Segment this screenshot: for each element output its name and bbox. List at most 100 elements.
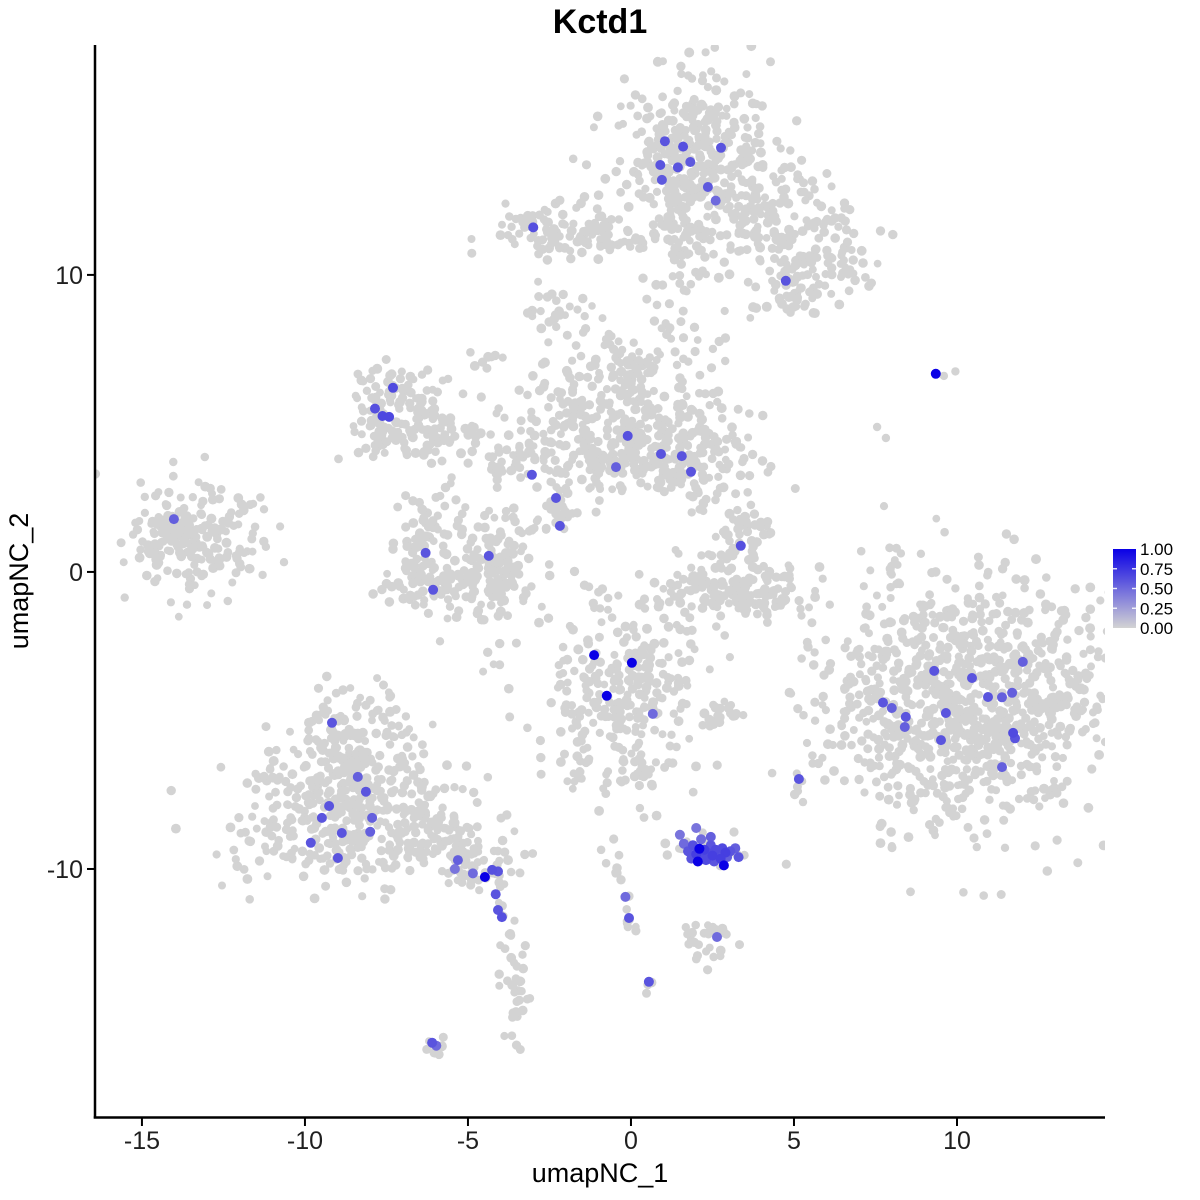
cell-point	[574, 752, 583, 761]
cell-point	[1174, 687, 1184, 697]
cell-point	[558, 399, 568, 409]
cell-point	[717, 414, 727, 423]
cell-point	[286, 783, 296, 792]
cell-point	[418, 820, 427, 829]
cell-point	[323, 839, 333, 848]
cell-point	[909, 805, 918, 815]
cell-point	[528, 222, 539, 233]
cell-point	[1159, 682, 1168, 691]
cell-point	[658, 730, 667, 739]
cell-point	[669, 255, 680, 265]
cell-point	[301, 760, 311, 771]
cell-point	[265, 822, 276, 832]
cell-point	[592, 111, 603, 122]
cell-point	[1042, 866, 1053, 876]
cell-point	[496, 813, 506, 823]
cell-point	[992, 786, 1001, 795]
cell-point	[651, 758, 661, 767]
cell-point	[242, 874, 253, 884]
cell-point	[558, 289, 568, 300]
cell-point	[925, 590, 934, 600]
cell-point	[840, 685, 849, 694]
cell-point	[142, 570, 152, 581]
cell-point	[410, 821, 419, 831]
cell-point	[440, 482, 451, 493]
cell-point	[760, 584, 770, 595]
cell-point	[272, 745, 281, 755]
cell-point	[197, 541, 208, 551]
cell-point	[1035, 589, 1046, 599]
cell-point	[611, 462, 621, 473]
cell-point	[570, 666, 579, 676]
cell-point	[974, 592, 985, 603]
cell-point	[703, 965, 713, 975]
cell-point	[543, 613, 554, 623]
cell-point	[997, 710, 1006, 719]
cell-point	[753, 232, 764, 243]
cell-point	[637, 127, 646, 136]
cell-point	[794, 596, 804, 606]
cell-point	[583, 372, 593, 382]
cell-point	[718, 580, 728, 590]
cell-point	[428, 584, 439, 595]
cell-point	[927, 598, 936, 608]
cell-point	[469, 361, 480, 371]
cell-point	[926, 765, 935, 774]
cell-point	[679, 182, 688, 192]
cell-point	[793, 704, 803, 714]
cell-point	[647, 368, 656, 377]
cell-point	[951, 367, 960, 376]
cell-point	[470, 849, 479, 858]
cell-point	[423, 558, 434, 569]
cell-point	[430, 592, 438, 601]
cell-point	[836, 213, 846, 223]
cell-point	[602, 385, 612, 394]
cell-point	[444, 825, 454, 835]
cell-point	[1116, 727, 1126, 737]
cell-point	[666, 206, 675, 215]
cell-point	[341, 877, 352, 888]
cell-point	[983, 567, 993, 577]
cell-point	[306, 824, 317, 834]
cell-point	[573, 305, 582, 314]
cell-point	[972, 638, 980, 647]
cell-point	[670, 347, 680, 357]
cell-point	[808, 660, 819, 670]
cell-point	[745, 90, 754, 99]
cell-point	[747, 98, 758, 109]
cell-point	[447, 473, 456, 482]
cell-point	[1061, 652, 1072, 662]
cell-point	[687, 427, 698, 438]
chart-title: Kctd1	[553, 3, 647, 41]
cell-point	[475, 886, 484, 895]
cell-point	[982, 600, 990, 609]
cell-point	[402, 776, 411, 785]
cell-point	[1011, 574, 1021, 584]
cell-point	[1107, 681, 1115, 689]
cell-point	[674, 649, 683, 658]
cell-point	[351, 800, 360, 810]
cell-point	[523, 723, 532, 733]
cell-point	[673, 716, 684, 727]
cell-point	[304, 733, 313, 743]
cell-point	[621, 179, 632, 190]
cell-point	[720, 306, 729, 316]
cell-point	[394, 722, 403, 731]
cell-point	[221, 537, 232, 548]
cell-point	[590, 357, 600, 367]
cell-point	[686, 466, 696, 477]
cell-point	[414, 762, 423, 770]
cell-point	[916, 788, 926, 798]
cell-point	[366, 421, 376, 430]
cell-point	[694, 843, 705, 854]
cell-point	[618, 766, 627, 775]
cell-point	[623, 202, 634, 212]
cell-point	[1016, 770, 1026, 780]
cell-point	[624, 913, 634, 923]
cell-point	[687, 227, 696, 236]
cell-point	[1047, 729, 1056, 737]
cell-point	[444, 879, 453, 888]
cell-point	[666, 482, 676, 492]
cell-point	[931, 831, 939, 840]
cell-point	[565, 621, 575, 631]
